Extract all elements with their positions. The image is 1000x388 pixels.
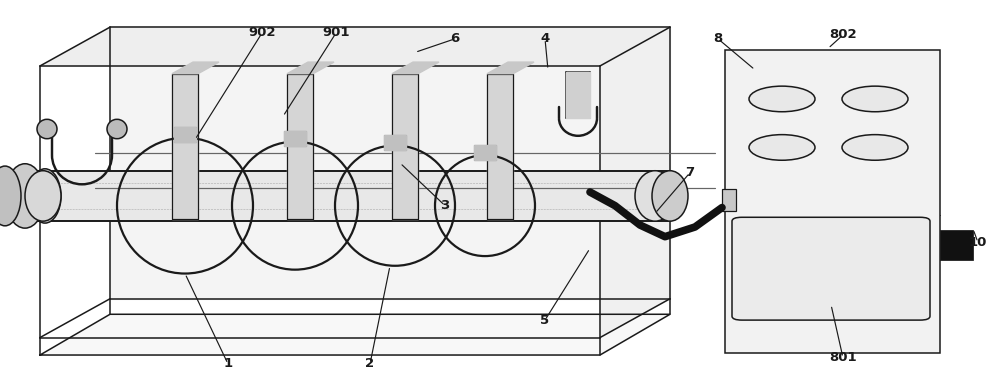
- Bar: [725, 50, 940, 353]
- Polygon shape: [110, 27, 670, 299]
- Text: 10: 10: [969, 236, 987, 249]
- Text: 902: 902: [248, 26, 276, 40]
- Text: 4: 4: [540, 32, 550, 45]
- Polygon shape: [392, 62, 439, 74]
- Text: 5: 5: [540, 314, 550, 327]
- Ellipse shape: [652, 171, 688, 221]
- Ellipse shape: [635, 171, 675, 221]
- Polygon shape: [172, 62, 219, 74]
- Text: 1: 1: [223, 357, 233, 371]
- Bar: [722, 189, 736, 211]
- Text: 802: 802: [829, 28, 857, 42]
- Text: 901: 901: [322, 26, 350, 40]
- Ellipse shape: [29, 169, 61, 223]
- Text: 7: 7: [685, 166, 695, 179]
- Text: 6: 6: [450, 32, 460, 45]
- Circle shape: [749, 86, 815, 112]
- Polygon shape: [487, 74, 513, 219]
- Circle shape: [842, 135, 908, 160]
- Polygon shape: [566, 72, 590, 118]
- Circle shape: [842, 86, 908, 112]
- Text: 3: 3: [440, 199, 450, 212]
- Polygon shape: [600, 27, 670, 338]
- Polygon shape: [40, 314, 670, 355]
- Circle shape: [476, 149, 494, 156]
- Circle shape: [176, 132, 194, 139]
- Ellipse shape: [107, 120, 127, 139]
- Text: 2: 2: [365, 357, 375, 371]
- Polygon shape: [392, 74, 418, 219]
- Polygon shape: [40, 27, 670, 66]
- Circle shape: [286, 136, 304, 143]
- Polygon shape: [287, 62, 334, 74]
- Text: 8: 8: [713, 32, 723, 45]
- Polygon shape: [287, 74, 313, 219]
- Polygon shape: [474, 145, 496, 159]
- Circle shape: [749, 135, 815, 160]
- Ellipse shape: [37, 120, 57, 139]
- Polygon shape: [172, 74, 198, 219]
- Ellipse shape: [25, 171, 61, 221]
- Polygon shape: [384, 135, 406, 150]
- Polygon shape: [174, 127, 196, 142]
- Polygon shape: [487, 62, 534, 74]
- FancyBboxPatch shape: [732, 217, 930, 320]
- Text: 801: 801: [829, 351, 857, 364]
- Ellipse shape: [5, 164, 45, 228]
- Ellipse shape: [0, 166, 21, 226]
- Bar: [25, 171, 655, 221]
- Polygon shape: [284, 131, 306, 146]
- Bar: [940, 230, 973, 260]
- Circle shape: [386, 140, 404, 147]
